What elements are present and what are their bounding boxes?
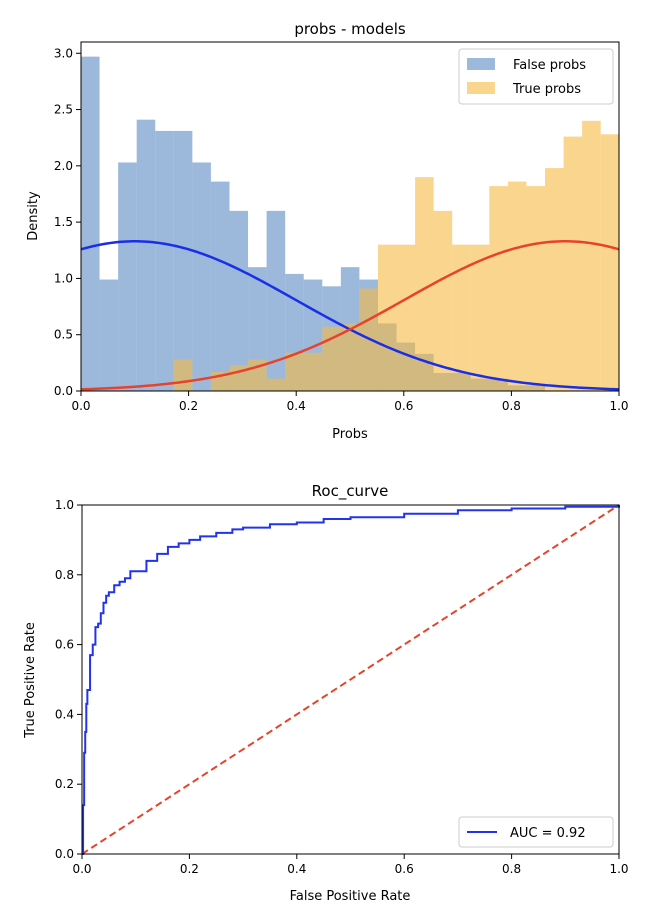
roc-curve-chart: Roc_curve 0.0 0.2 0.4 0.6 0.8 1.0 0.00.20.40.… <box>23 482 629 904</box>
hist-xtick-label: 0.0 <box>71 399 90 413</box>
true-density-curve <box>80 240 620 391</box>
legend-label-auc: AUC = 0.92 <box>510 826 586 841</box>
false-probs-bar <box>173 130 193 391</box>
false-probs-bar <box>192 162 211 391</box>
false-probs-bar <box>266 210 286 391</box>
hist-ytick-label: 3.0 <box>54 46 73 60</box>
false-probs-bar <box>229 210 249 391</box>
true-probs-bar <box>582 120 601 391</box>
chance-diagonal-line <box>81 504 620 855</box>
hist-xtick-label: 0.8 <box>502 399 521 413</box>
plot-frame <box>81 504 620 855</box>
true-probs-bar <box>452 244 471 391</box>
true-probs-bar <box>173 359 193 391</box>
chart-title: probs - models <box>294 20 406 38</box>
roc-ytick-label: 0.4 <box>55 707 74 721</box>
plot-frame <box>80 41 620 392</box>
roc-xtick-label: 0.4 <box>287 862 306 876</box>
hist-ytick-label: 1.5 <box>54 215 73 229</box>
roc-lines <box>81 504 620 855</box>
false-probs-bar <box>99 279 119 391</box>
hist-xtick-label: 0.2 <box>179 399 198 413</box>
legend: False probs True probs <box>458 48 614 105</box>
legend-label-true-probs: True probs <box>512 82 581 97</box>
true-probs-bar <box>415 177 434 391</box>
legend: AUC = 0.92 <box>458 816 614 848</box>
x-axis-label: False Positive Rate <box>290 889 411 904</box>
true-probs-bar <box>377 244 397 391</box>
true-probs-bar <box>433 210 453 391</box>
true-probs-bar <box>507 181 527 391</box>
hist-ytick-label: 2.5 <box>54 103 73 117</box>
true-probs-bar <box>266 378 286 391</box>
density-fit-curves <box>80 240 620 391</box>
hist-ytick-label: 1.0 <box>54 271 73 285</box>
legend-box <box>458 816 614 848</box>
true-probs-bar <box>489 186 508 391</box>
hist-ytick-label: 0.0 <box>54 384 73 398</box>
false-probs-bar <box>155 130 174 391</box>
true-probs-bar <box>322 326 341 391</box>
hist-xtick-label: 0.4 <box>287 399 306 413</box>
true-probs-bars <box>173 120 619 391</box>
legend-box <box>458 48 614 105</box>
y-axis-ticks: 0.0 0.5 1.0 1.5 2.0 2.5 3.0 <box>54 46 81 398</box>
true-probs-bar <box>545 168 564 391</box>
y-axis-label: Density <box>26 191 41 241</box>
roc-xtick-label: 0.6 <box>395 862 414 876</box>
chart-title: Roc_curve <box>312 482 389 501</box>
roc-xtick-label: 0.0 <box>72 862 91 876</box>
true-probs-bar <box>285 352 304 391</box>
false-probs-bar <box>210 181 230 391</box>
roc-ytick-label: 0.6 <box>55 638 74 652</box>
roc-ytick-label: 0.2 <box>55 777 74 791</box>
hist-xtick-label: 1.0 <box>609 399 628 413</box>
true-probs-bar <box>563 136 583 391</box>
hist-xtick-label: 0.6 <box>394 399 413 413</box>
roc-ytick-label: 1.0 <box>55 498 74 512</box>
roc-xtick-label: 0.8 <box>502 862 521 876</box>
true-probs-bar <box>396 244 416 391</box>
x-axis-label: Probs <box>332 427 368 442</box>
true-probs-bar <box>340 323 360 391</box>
false-probs-bar <box>81 56 100 391</box>
roc-xtick-label: 0.2 <box>180 862 199 876</box>
true-probs-bar <box>303 352 323 391</box>
roc-xtick-label: 1.0 <box>609 862 628 876</box>
roc-curve-line <box>82 505 620 855</box>
legend-label-false-probs: False probs <box>513 58 586 73</box>
x-axis-ticks: 0.0 0.2 0.4 0.6 0.8 1.0 <box>72 854 629 876</box>
density-histogram-chart: probs - models 0.0 0.2 0.4 0.6 0.8 1.0 0.0 0.5… <box>26 20 629 442</box>
hist-ytick-label: 0.5 <box>54 328 73 342</box>
true-probs-bar <box>526 186 546 391</box>
true-probs-bar <box>600 134 619 391</box>
legend-swatch-false-probs <box>467 58 495 70</box>
roc-ytick-label: 0.0 <box>55 847 74 861</box>
true-probs-bar <box>470 244 490 391</box>
legend-swatch-true-probs <box>467 82 495 94</box>
hist-ytick-label: 2.0 <box>54 159 73 173</box>
y-axis-label: True Positive Rate <box>23 622 38 739</box>
false-probs-bar <box>118 162 137 391</box>
x-axis-ticks: 0.0 0.2 0.4 0.6 0.8 1.0 <box>71 391 629 413</box>
false-probs-bar <box>136 119 156 391</box>
y-axis-ticks: 0.0 0.2 0.4 0.6 0.8 1.0 <box>55 498 82 861</box>
roc-ytick-label: 0.8 <box>55 568 74 582</box>
